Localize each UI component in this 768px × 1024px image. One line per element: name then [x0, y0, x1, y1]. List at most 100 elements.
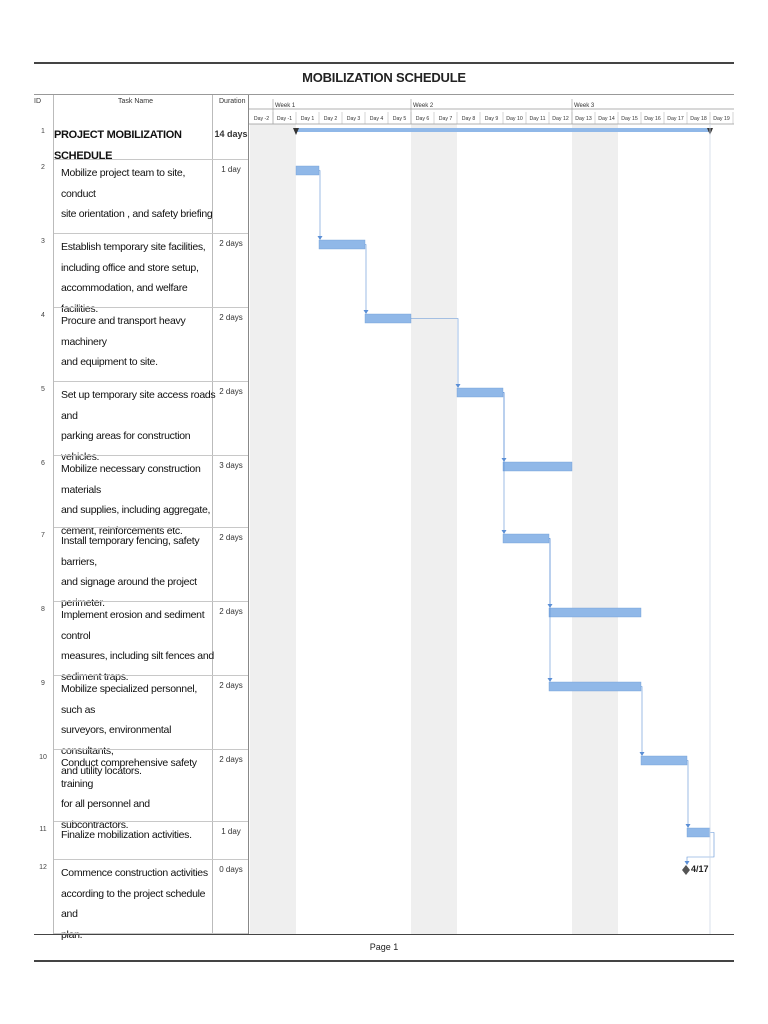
task-name-line: and equipment to site. — [61, 356, 158, 368]
task-duration: 2 days — [219, 755, 243, 764]
day-label: Day 1 — [301, 116, 315, 122]
task-id: 7 — [41, 532, 45, 539]
task-name: Install temporary fencing, safety barrie… — [61, 531, 219, 613]
dependency-link — [319, 170, 321, 238]
row-divider — [54, 159, 248, 160]
header-duration: Duration — [219, 98, 246, 105]
weekend-shade — [411, 124, 434, 934]
task-name-line: Mobilize specialized personnel, such as — [61, 683, 198, 716]
task-bar — [502, 533, 550, 544]
milestone-diamond — [682, 865, 690, 875]
day-label: Day 8 — [462, 116, 476, 122]
day-label: Day 3 — [347, 116, 361, 122]
task-bar — [364, 313, 412, 324]
task-name-line: Implement erosion and sediment control — [61, 609, 205, 642]
dependency-link — [686, 832, 715, 863]
weekend-shade — [572, 124, 595, 934]
task-name-line: Install temporary fencing, safety barrie… — [61, 535, 200, 568]
day-label: Day 7 — [439, 116, 453, 122]
day-label: Day 6 — [416, 116, 430, 122]
dependency-link — [641, 686, 643, 754]
row-divider — [54, 933, 248, 934]
gantt-chart: Week 1 Week 2 Week 3 Day -2 Day -1 Day 1 Day 2… — [249, 99, 734, 934]
task-id: 3 — [41, 238, 45, 245]
row-divider — [54, 821, 248, 822]
weekend-shade — [273, 124, 296, 934]
task-id: 12 — [39, 864, 47, 871]
task-id: 10 — [39, 754, 47, 761]
task-id: 4 — [41, 312, 45, 319]
dependency-arrow — [684, 861, 690, 865]
top-border — [34, 62, 734, 64]
task-name-line: and signage around the project — [61, 576, 197, 588]
task-duration: 1 day — [221, 827, 241, 836]
week-label-3: Week 3 — [574, 103, 595, 109]
day-label: Day 11 — [529, 116, 545, 122]
task-id: 2 — [41, 164, 45, 171]
task-name: Mobilize project team to site, conduct si… — [61, 163, 219, 225]
dependency-link — [411, 318, 459, 386]
day-label: Day 9 — [485, 116, 499, 122]
day-label: Day 4 — [370, 116, 384, 122]
task-duration: 2 days — [219, 533, 243, 542]
task-name: Set up temporary site access roads and pa… — [61, 385, 219, 467]
task-name-line: site orientation , and safety briefing — [61, 208, 213, 220]
task-bar — [502, 461, 573, 472]
summary-bar — [296, 128, 710, 132]
task-duration: 1 day — [221, 165, 241, 174]
task-bar — [640, 755, 688, 766]
task-name: PROJECT MOBILIZATION SCHEDULE — [54, 125, 212, 166]
dependency-link — [503, 392, 505, 532]
day-label: Day 13 — [575, 116, 592, 122]
dependency-arrow — [455, 384, 461, 388]
task-id: 9 — [41, 680, 45, 687]
day-label: Day 19 — [713, 116, 730, 122]
task-name-line: measures, including silt fences and — [61, 650, 214, 662]
task-name-line: perimeter. — [61, 596, 105, 609]
task-bar — [548, 607, 642, 618]
task-name-line: parking areas for construction vehicles. — [61, 430, 191, 463]
task-duration: 2 days — [219, 313, 243, 322]
task-name-line: sediment traps. — [61, 670, 129, 683]
dependency-arrow — [317, 236, 323, 240]
day-label: Day 16 — [644, 116, 661, 122]
weekend-shade — [250, 124, 273, 934]
dependency-link — [549, 538, 551, 680]
task-duration: 14 days — [214, 129, 248, 139]
task-id: 8 — [41, 606, 45, 613]
row-divider — [54, 859, 248, 860]
task-name: Conduct comprehensive safety training for… — [61, 753, 219, 835]
task-name: Establish temporary site facilities, incl… — [61, 237, 219, 319]
dependency-arrow — [639, 752, 645, 756]
day-label: Day -2 — [254, 116, 269, 122]
day-label: Day 17 — [667, 116, 684, 122]
task-duration: 2 days — [219, 387, 243, 396]
day-label: Day 14 — [598, 116, 615, 122]
task-bar — [318, 239, 366, 250]
task-bar — [456, 387, 504, 398]
dependency-arrow — [547, 678, 553, 682]
footer-divider — [34, 934, 734, 935]
task-name-line: according to the project schedule and — [61, 887, 206, 921]
task-name-line: Finalize mobilization activities. — [61, 829, 192, 841]
task-name-line: and utility locators. — [61, 765, 142, 777]
row-divider — [54, 749, 248, 750]
milestone-label: 4/17 — [691, 864, 709, 874]
day-label: Day 10 — [506, 116, 523, 122]
task-name-line: Conduct comprehensive safety training — [61, 757, 197, 790]
task-name: Procure and transport heavy machinery and… — [61, 311, 219, 373]
row-divider — [54, 455, 248, 456]
task-name: Mobilize specialized personnel, such as s… — [61, 679, 219, 782]
dependency-arrow — [363, 310, 369, 314]
task-name-line: PROJECT MOBILIZATION SCHEDULE — [54, 129, 182, 162]
task-id: 11 — [39, 826, 47, 833]
row-divider — [54, 527, 248, 528]
week-label-2: Week 2 — [413, 103, 434, 109]
task-bar — [295, 165, 320, 176]
task-name: Mobilize necessary construction material… — [61, 459, 219, 541]
task-name-line: Set up temporary site access roads and — [61, 389, 216, 422]
week-label-1: Week 1 — [275, 103, 296, 109]
task-name: Finalize mobilization activities. — [61, 825, 219, 846]
title-divider — [34, 94, 734, 95]
day-label: Day 2 — [324, 116, 338, 122]
